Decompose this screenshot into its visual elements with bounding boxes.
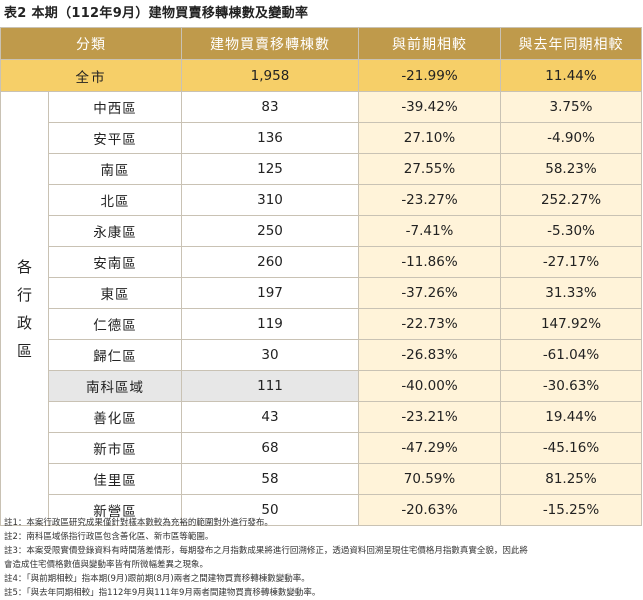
table-row: 仁德區 119 -22.73% 147.92%: [1, 308, 642, 340]
district-mom: -11.86%: [358, 246, 501, 278]
district-count: 50: [181, 494, 359, 526]
district-name: 安南區: [48, 246, 182, 278]
district-yoy: -4.90%: [500, 122, 642, 154]
district-count: 197: [181, 277, 359, 309]
district-mom: 70.59%: [358, 463, 501, 495]
footnote: 會造成住宅價格數值與變動率皆有所微幅差異之現象。: [4, 560, 209, 570]
table-row: 永康區 250 -7.41% -5.30%: [1, 215, 642, 247]
table-row: 安南區 260 -11.86% -27.17%: [1, 246, 642, 278]
footnote: 註1：本案行政區研究成果僅針對樣本數較為充裕的範圍對外進行發布。: [4, 518, 273, 528]
district-name: 永康區: [48, 215, 182, 247]
district-yoy: -45.16%: [500, 432, 642, 464]
district-count: 58: [181, 463, 359, 495]
district-mom: 27.55%: [358, 153, 501, 185]
total-row: 全市 1,958 -21.99% 11.44%: [0, 59, 642, 92]
table-row: 新市區 68 -47.29% -45.16%: [1, 432, 642, 464]
district-yoy: -61.04%: [500, 339, 642, 371]
total-count: 1,958: [181, 59, 359, 92]
table-title: 表2 本期（112年9月）建物買賣移轉棟數及變動率: [4, 6, 309, 21]
district-count: 68: [181, 432, 359, 464]
footnote: 註4：「與前期相較」指本期(9月)跟前期(8月)兩者之間建物買賣移轉棟數變動率。: [4, 574, 310, 584]
district-yoy: 3.75%: [500, 91, 642, 123]
district-count: 119: [181, 308, 359, 340]
table-row: 歸仁區 30 -26.83% -61.04%: [1, 339, 642, 371]
district-name: 新市區: [48, 432, 182, 464]
district-name: 佳里區: [48, 463, 182, 495]
total-mom: -21.99%: [358, 59, 501, 92]
footnote: 註5：「與去年同期相較」指112年9月與111年9月兩者間建物買賣移轉棟數變動率…: [4, 588, 321, 598]
district-mom: -22.73%: [358, 308, 501, 340]
table-row: 佳里區 58 70.59% 81.25%: [1, 463, 642, 495]
district-count: 260: [181, 246, 359, 278]
district-name: 中西區: [48, 91, 182, 123]
district-yoy: -15.25%: [500, 494, 642, 526]
header-category: 分類: [0, 27, 182, 60]
district-count: 250: [181, 215, 359, 247]
table-row: 善化區 43 -23.21% 19.44%: [1, 401, 642, 433]
transfer-table: 分類 建物買賣移轉棟數 與前期相較 與去年同期相較 全市 1,958 -21.9…: [0, 27, 642, 526]
district-yoy: -27.17%: [500, 246, 642, 278]
district-yoy: -30.63%: [500, 370, 642, 402]
district-yoy: 19.44%: [500, 401, 642, 433]
table-row-nanke: 南科區域 111 -40.00% -30.63%: [1, 370, 642, 402]
district-name: 歸仁區: [48, 339, 182, 371]
total-yoy: 11.44%: [500, 59, 642, 92]
header-count: 建物買賣移轉棟數: [181, 27, 359, 60]
table-row: 北區 310 -23.27% 252.27%: [1, 184, 642, 216]
district-yoy: 81.25%: [500, 463, 642, 495]
district-name: 新營區: [48, 494, 182, 526]
district-name: 善化區: [48, 401, 182, 433]
district-count: 125: [181, 153, 359, 185]
district-count: 136: [181, 122, 359, 154]
district-mom: -26.83%: [358, 339, 501, 371]
district-name: 南科區域: [48, 370, 182, 402]
district-mom: -47.29%: [358, 432, 501, 464]
district-count: 111: [181, 370, 359, 402]
district-name: 東區: [48, 277, 182, 309]
table-row: 新營區 50 -20.63% -15.25%: [1, 494, 642, 526]
header-mom: 與前期相較: [358, 27, 501, 60]
district-rows: 各行政區 中西區 83 -39.42% 3.75% 安平區 136 27.10%…: [0, 91, 642, 526]
footnote: 註3：本案受限實價登錄資料有時間落差情形，每期發布之月指數成果將進行回溯修正，透…: [4, 546, 528, 556]
district-count: 30: [181, 339, 359, 371]
district-mom: -39.42%: [358, 91, 501, 123]
district-name: 南區: [48, 153, 182, 185]
district-mom: -20.63%: [358, 494, 501, 526]
table-row: 南區 125 27.55% 58.23%: [1, 153, 642, 185]
table-row: 各行政區 中西區 83 -39.42% 3.75%: [0, 91, 642, 526]
district-mom: -7.41%: [358, 215, 501, 247]
district-yoy: 31.33%: [500, 277, 642, 309]
side-label: 各行政區: [16, 257, 32, 360]
district-yoy: 58.23%: [500, 153, 642, 185]
footnote: 註2：南科區域係指行政區包含善化區、新市區等範圍。: [4, 532, 214, 542]
side-label-cell: 各行政區: [0, 91, 49, 526]
district-name: 安平區: [48, 122, 182, 154]
header-row: 分類 建物買賣移轉棟數 與前期相較 與去年同期相較: [0, 27, 642, 60]
footnotes: 註1：本案行政區研究成果僅針對樣本數較為充裕的範圍對外進行發布。 註2：南科區域…: [4, 516, 640, 600]
district-name: 北區: [48, 184, 182, 216]
district-yoy: 147.92%: [500, 308, 642, 340]
total-label: 全市: [0, 59, 182, 92]
district-mom: -23.21%: [358, 401, 501, 433]
district-mom: -37.26%: [358, 277, 501, 309]
district-count: 310: [181, 184, 359, 216]
district-mom: 27.10%: [358, 122, 501, 154]
district-yoy: 252.27%: [500, 184, 642, 216]
district-count: 43: [181, 401, 359, 433]
district-yoy: -5.30%: [500, 215, 642, 247]
header-yoy: 與去年同期相較: [500, 27, 642, 60]
district-mom: -23.27%: [358, 184, 501, 216]
district-name: 仁德區: [48, 308, 182, 340]
table-row: 東區 197 -37.26% 31.33%: [1, 277, 642, 309]
district-mom: -40.00%: [358, 370, 501, 402]
district-count: 83: [181, 91, 359, 123]
table-row: 安平區 136 27.10% -4.90%: [1, 122, 642, 154]
